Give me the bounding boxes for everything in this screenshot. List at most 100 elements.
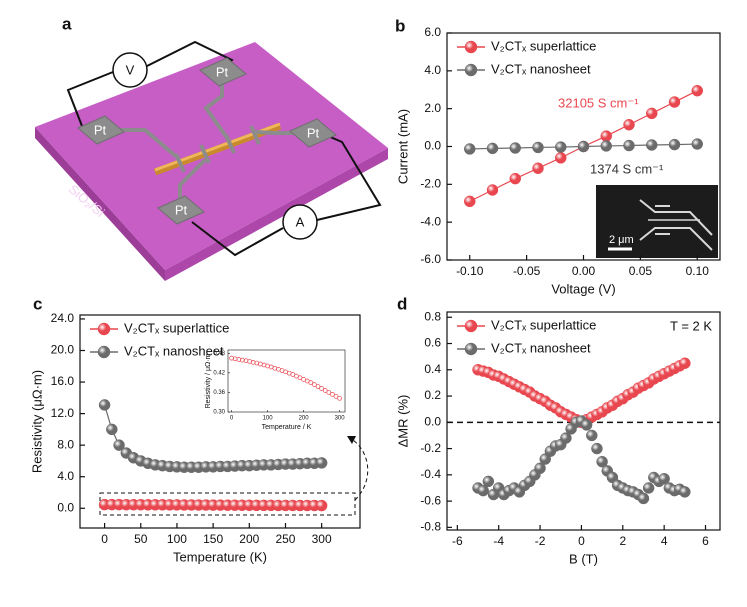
data-point <box>326 390 332 395</box>
data-point <box>691 138 703 150</box>
x-tick-label: -2 <box>535 534 546 548</box>
legend-label: V₂CTₓ superlattice <box>491 38 596 53</box>
data-point <box>646 139 658 151</box>
legend-label: V₂CTₓ nanosheet <box>124 343 224 358</box>
annotation: 32105 S cm⁻¹ <box>558 95 639 110</box>
voltmeter <box>112 52 148 88</box>
x-tick-label: 0.10 <box>686 264 710 278</box>
y-tick-label: -6.0 <box>420 252 441 266</box>
y-tick-label: 0.4 <box>424 362 441 376</box>
legend-marker <box>464 319 478 333</box>
annotation: 1374 S cm⁻¹ <box>590 161 664 176</box>
x-tick-label: 300 <box>312 532 332 546</box>
legend-marker <box>97 322 111 336</box>
pad-label: Pt <box>216 64 229 79</box>
x-tick-label: 0 <box>578 534 585 548</box>
data-point <box>509 142 521 154</box>
ammeter <box>282 204 318 240</box>
plot-frame <box>79 314 361 529</box>
y-tick-label: -2.0 <box>420 177 441 191</box>
data-point <box>596 455 608 468</box>
pad-label: Pt <box>307 125 320 140</box>
y-tick-label: 8.0 <box>57 437 74 451</box>
y-tick-label: 0.42 <box>213 370 225 376</box>
data-point <box>600 140 612 152</box>
x-axis-label: Voltage (V) <box>551 281 615 296</box>
data-point <box>333 393 339 399</box>
sem-inset: 2 μm <box>596 185 718 258</box>
y-tick-label: 0.6 <box>424 336 441 350</box>
data-point <box>679 486 691 498</box>
voltmeter-label: V <box>126 62 135 77</box>
x-tick-label: 2 <box>619 534 626 548</box>
data-point <box>600 130 612 142</box>
x-tick-label: 6 <box>702 534 709 548</box>
y-axis-label: Current (mA) <box>395 109 410 184</box>
legend-marker <box>464 63 478 77</box>
data-point <box>482 475 495 488</box>
y-tick-label: 4.0 <box>424 63 441 77</box>
data-point <box>532 162 544 175</box>
data-point <box>668 96 681 108</box>
y-tick-label: 0.0 <box>424 139 441 153</box>
y-tick-label: 0.48 <box>213 351 225 357</box>
data-point <box>532 141 544 154</box>
data-point <box>691 84 703 97</box>
data-point <box>555 141 567 153</box>
x-tick-label: 50 <box>134 532 148 546</box>
legend-label: V₂CTₓ nanosheet <box>491 61 591 76</box>
data-point <box>623 118 635 131</box>
data-point <box>330 392 335 397</box>
y-tick-label: 6.0 <box>424 25 441 39</box>
x-tick-label: -0.05 <box>513 264 541 278</box>
data-point <box>464 195 476 208</box>
data-point <box>642 482 655 494</box>
data-point <box>315 384 321 389</box>
data-point <box>464 143 476 155</box>
legend-marker <box>464 342 478 356</box>
data-point <box>577 140 590 153</box>
y-tick-label: -0.4 <box>420 467 441 481</box>
data-point <box>315 457 328 469</box>
data-point <box>534 462 546 475</box>
substrate-side <box>35 127 165 281</box>
ammeter-label: A <box>296 214 305 229</box>
legend-marker <box>97 345 111 359</box>
x-tick-label: 0.05 <box>629 264 653 278</box>
scale-bar-label: 2 μm <box>609 234 634 246</box>
schematic: a SiO₂/Si Pt Pt P <box>35 14 388 281</box>
data-point <box>560 432 572 444</box>
data-point <box>591 442 603 455</box>
panel-label: a <box>62 14 72 33</box>
pad-label: Pt <box>175 202 188 217</box>
y-axis-label: ΔMR (%) <box>395 395 410 448</box>
x-tick-label: 100 <box>167 532 187 546</box>
data-point <box>98 399 111 411</box>
plot-frame <box>446 311 721 531</box>
data-point <box>658 473 670 485</box>
data-point <box>477 484 489 497</box>
panel-label: c <box>33 294 42 313</box>
y-tick-label: -0.2 <box>420 441 441 455</box>
y-axis-label: Resistivity / μΩ·m <box>205 353 212 408</box>
annotation: T = 2 K <box>670 318 712 333</box>
y-tick-label: 16.0 <box>51 374 75 388</box>
data-point <box>337 395 342 401</box>
y-tick-label: 0.36 <box>213 390 225 396</box>
y-tick-label: -4.0 <box>420 214 441 228</box>
substrate-side <box>165 148 388 281</box>
data-point <box>106 423 118 436</box>
substrate <box>35 42 388 270</box>
x-tick-label: 150 <box>203 532 223 546</box>
x-tick-label: 0.00 <box>572 264 596 278</box>
data-point <box>113 439 125 451</box>
data-point <box>486 142 499 155</box>
data-point <box>555 152 567 164</box>
x-tick-label: 200 <box>239 532 259 546</box>
y-axis-label: Resistivity (μΩ·m) <box>29 370 44 473</box>
sem-features <box>639 199 713 251</box>
data-point <box>679 357 691 369</box>
x-tick-label: -6 <box>452 534 463 548</box>
legend-label: V₂CTₓ superlattice <box>124 320 229 335</box>
